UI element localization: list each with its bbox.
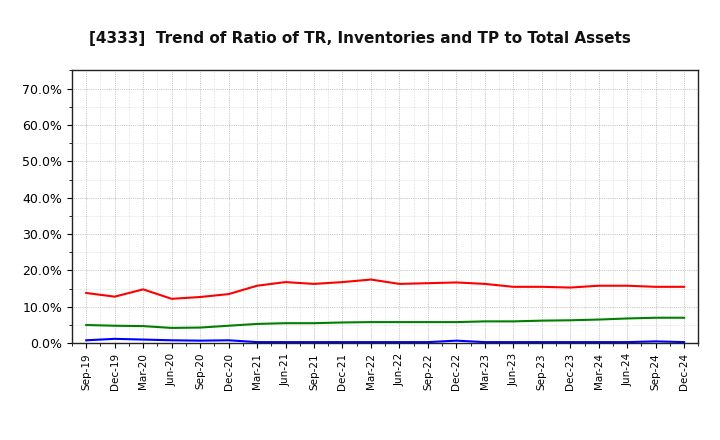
Trade Payables	[282, 321, 290, 326]
Inventories	[366, 340, 375, 345]
Trade Receivables	[225, 291, 233, 297]
Inventories	[566, 340, 575, 345]
Trade Payables	[537, 318, 546, 323]
Inventories	[623, 340, 631, 345]
Trade Receivables	[566, 285, 575, 290]
Inventories	[509, 340, 518, 345]
Inventories	[253, 340, 261, 345]
Trade Payables	[566, 318, 575, 323]
Inventories	[167, 337, 176, 343]
Inventories	[139, 337, 148, 342]
Trade Payables	[480, 319, 489, 324]
Trade Payables	[509, 319, 518, 324]
Trade Receivables	[623, 283, 631, 288]
Trade Receivables	[196, 294, 204, 300]
Trade Payables	[338, 320, 347, 325]
Line: Inventories: Inventories	[86, 339, 684, 342]
Trade Receivables	[310, 281, 318, 286]
Inventories	[395, 340, 404, 345]
Inventories	[480, 340, 489, 345]
Inventories	[282, 340, 290, 345]
Trade Receivables	[167, 296, 176, 301]
Trade Receivables	[366, 277, 375, 282]
Text: [4333]  Trend of Ratio of TR, Inventories and TP to Total Assets: [4333] Trend of Ratio of TR, Inventories…	[89, 31, 631, 46]
Inventories	[310, 340, 318, 345]
Line: Trade Receivables: Trade Receivables	[86, 279, 684, 299]
Trade Payables	[310, 321, 318, 326]
Trade Receivables	[680, 284, 688, 290]
Trade Receivables	[509, 284, 518, 290]
Trade Receivables	[652, 284, 660, 290]
Trade Payables	[680, 315, 688, 320]
Inventories	[652, 339, 660, 344]
Trade Payables	[225, 323, 233, 328]
Trade Receivables	[139, 287, 148, 292]
Trade Receivables	[338, 279, 347, 285]
Inventories	[338, 340, 347, 345]
Inventories	[196, 338, 204, 343]
Inventories	[82, 337, 91, 343]
Trade Payables	[110, 323, 119, 328]
Inventories	[680, 340, 688, 345]
Trade Receivables	[82, 290, 91, 296]
Trade Payables	[82, 323, 91, 328]
Inventories	[423, 340, 432, 345]
Trade Receivables	[253, 283, 261, 288]
Trade Payables	[139, 323, 148, 329]
Trade Receivables	[595, 283, 603, 288]
Trade Receivables	[537, 284, 546, 290]
Trade Payables	[595, 317, 603, 322]
Trade Payables	[167, 325, 176, 330]
Trade Payables	[253, 321, 261, 326]
Trade Receivables	[452, 280, 461, 285]
Inventories	[110, 336, 119, 341]
Inventories	[452, 338, 461, 343]
Trade Payables	[623, 316, 631, 321]
Line: Trade Payables: Trade Payables	[86, 318, 684, 328]
Trade Receivables	[282, 279, 290, 285]
Inventories	[537, 340, 546, 345]
Trade Payables	[423, 319, 432, 325]
Inventories	[595, 340, 603, 345]
Trade Payables	[652, 315, 660, 320]
Trade Receivables	[110, 294, 119, 299]
Trade Payables	[395, 319, 404, 325]
Trade Payables	[366, 319, 375, 325]
Trade Receivables	[423, 281, 432, 286]
Inventories	[225, 337, 233, 343]
Trade Payables	[196, 325, 204, 330]
Trade Payables	[452, 319, 461, 325]
Trade Receivables	[480, 281, 489, 286]
Trade Receivables	[395, 281, 404, 286]
